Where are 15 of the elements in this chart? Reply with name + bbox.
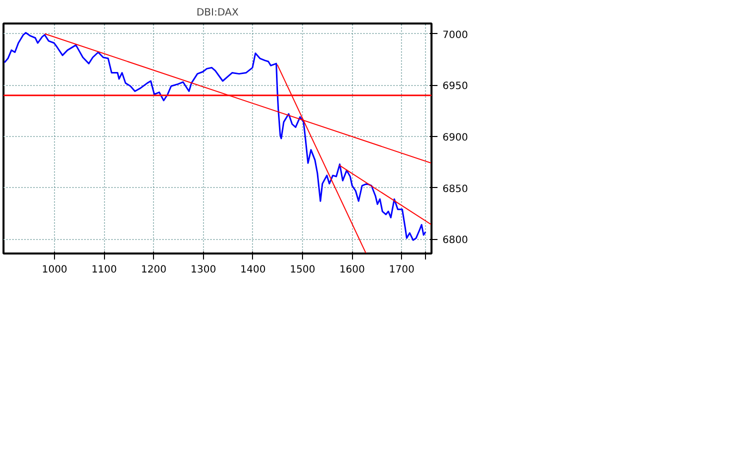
chart-title: DBI:DAX: [196, 8, 239, 18]
x-tick-label: 1000: [42, 264, 68, 276]
x-tick-label: 1100: [91, 264, 117, 276]
y-tick-label: 6900: [442, 132, 468, 144]
x-tick-label: 1400: [240, 264, 266, 276]
x-tick-label: 1600: [339, 264, 365, 276]
x-tick-label: 1200: [141, 264, 166, 276]
y-tick-label: 6800: [442, 235, 468, 246]
y-tick-label: 6950: [442, 81, 468, 92]
y-tick-label: 7000: [442, 30, 468, 41]
x-tick-label: 1500: [290, 264, 316, 276]
x-tick-label: 1700: [389, 264, 414, 276]
x-tick-label: 1300: [190, 264, 216, 276]
line-series: [4, 32, 426, 241]
y-tick-label: 6850: [442, 184, 468, 195]
